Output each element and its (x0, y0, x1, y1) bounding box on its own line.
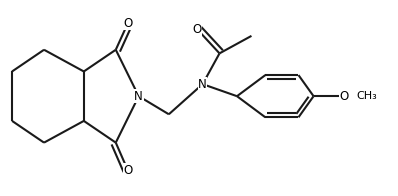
Text: CH₃: CH₃ (357, 91, 378, 101)
Text: N: N (134, 90, 143, 103)
Text: O: O (340, 90, 349, 103)
Text: O: O (193, 23, 202, 36)
Text: O: O (123, 17, 133, 30)
Text: O: O (123, 164, 133, 177)
Text: N: N (198, 78, 207, 91)
